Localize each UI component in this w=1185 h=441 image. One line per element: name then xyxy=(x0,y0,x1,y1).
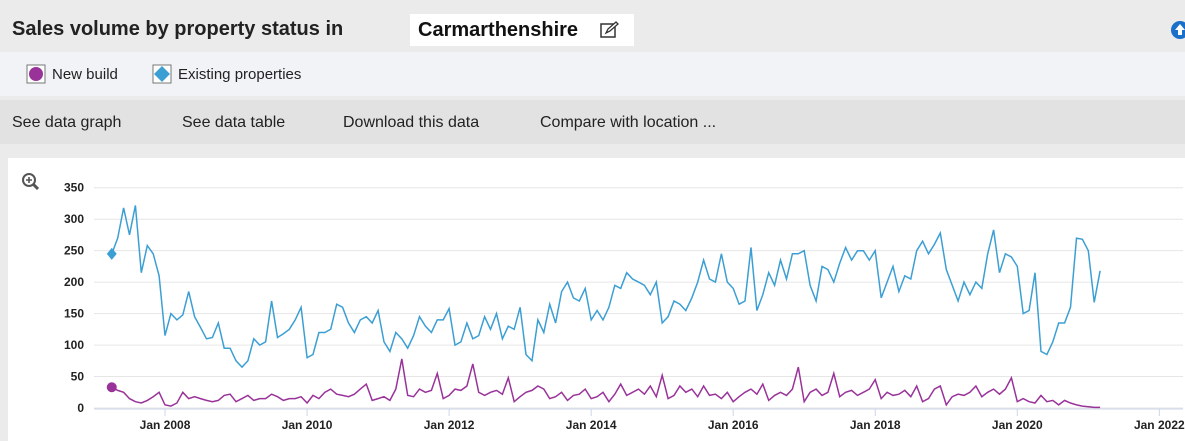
menu-item[interactable]: See data table xyxy=(182,114,286,131)
chart: 0 50 100 150 200 250 300 350 Jan 2008 Jan 2010 Jan… xyxy=(8,158,1185,441)
x-tick-label: Jan 2014 xyxy=(566,418,617,432)
menu-item[interactable]: Download this data xyxy=(343,114,480,131)
title: Sales volume by property status in xyxy=(12,18,344,40)
point-marker xyxy=(106,247,117,260)
x-tick-label: Jan 2008 xyxy=(140,418,191,432)
y-tick-label: 200 xyxy=(64,275,84,289)
plot-background xyxy=(8,158,1185,441)
series-line xyxy=(111,358,1101,409)
legend-marker xyxy=(152,64,172,84)
y-tick-label: 250 xyxy=(64,244,84,258)
x-tick-label: Jan 2022 xyxy=(1134,418,1185,432)
x-tick-label: Jan 2020 xyxy=(992,418,1043,432)
menu-item[interactable]: See data graph xyxy=(12,114,122,131)
legend-marker xyxy=(26,64,46,84)
legend-label[interactable]: New build xyxy=(52,66,118,83)
menu-item[interactable]: Compare with location ... xyxy=(540,114,717,131)
series-line xyxy=(111,205,1101,369)
zoom-icon[interactable] xyxy=(22,173,40,191)
point-marker xyxy=(106,382,117,393)
y-tick-label: 50 xyxy=(71,370,85,384)
y-tick-label: 350 xyxy=(64,181,84,195)
legend: New build Existing properties xyxy=(0,52,1185,96)
legend-label[interactable]: Existing properties xyxy=(178,66,302,83)
y-tick-label: 100 xyxy=(64,338,84,352)
y-tick-label: 0 xyxy=(77,401,84,415)
header: Sales volume by property status in Carma… xyxy=(0,0,1185,50)
menu: See data graph See data table Download t… xyxy=(0,100,1185,144)
x-tick-label: Jan 2016 xyxy=(708,418,759,432)
x-tick-label: Jan 2018 xyxy=(850,418,901,432)
x-tick-label: Jan 2012 xyxy=(424,418,475,432)
location-box[interactable]: Carmarthenshire xyxy=(410,14,634,46)
location[interactable]: Carmarthenshire xyxy=(418,19,579,41)
y-tick-label: 300 xyxy=(64,212,84,226)
y-tick-label: 150 xyxy=(64,307,84,321)
x-tick-label: Jan 2010 xyxy=(282,418,333,432)
edit-icon[interactable] xyxy=(600,21,620,39)
up-icon[interactable] xyxy=(1168,20,1185,40)
